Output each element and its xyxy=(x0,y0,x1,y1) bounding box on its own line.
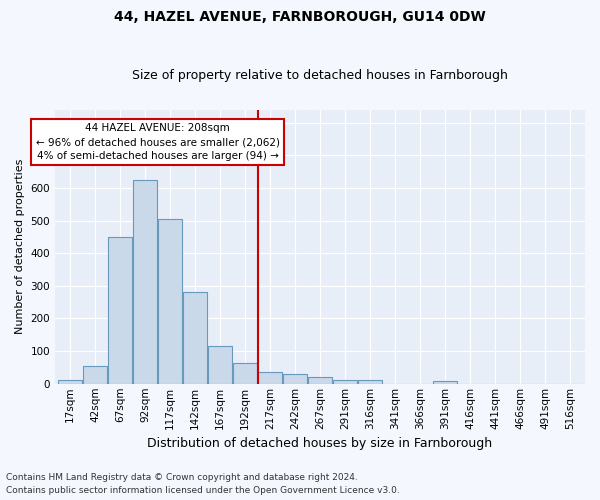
Text: 44, HAZEL AVENUE, FARNBOROUGH, GU14 0DW: 44, HAZEL AVENUE, FARNBOROUGH, GU14 0DW xyxy=(114,10,486,24)
Bar xyxy=(308,377,332,384)
Bar xyxy=(208,346,232,384)
Bar xyxy=(158,219,182,384)
Bar xyxy=(258,372,282,384)
Text: 44 HAZEL AVENUE: 208sqm
← 96% of detached houses are smaller (2,062)
4% of semi-: 44 HAZEL AVENUE: 208sqm ← 96% of detache… xyxy=(35,123,280,161)
Bar xyxy=(283,374,307,384)
Bar xyxy=(108,237,132,384)
Bar xyxy=(333,380,357,384)
Bar xyxy=(183,292,207,384)
Bar xyxy=(358,380,382,384)
Y-axis label: Number of detached properties: Number of detached properties xyxy=(15,159,25,334)
Bar xyxy=(58,380,82,384)
Bar xyxy=(233,362,257,384)
Bar xyxy=(133,180,157,384)
Bar xyxy=(83,366,107,384)
Title: Size of property relative to detached houses in Farnborough: Size of property relative to detached ho… xyxy=(132,69,508,82)
X-axis label: Distribution of detached houses by size in Farnborough: Distribution of detached houses by size … xyxy=(148,437,493,450)
Bar xyxy=(433,381,457,384)
Text: Contains HM Land Registry data © Crown copyright and database right 2024.
Contai: Contains HM Land Registry data © Crown c… xyxy=(6,474,400,495)
